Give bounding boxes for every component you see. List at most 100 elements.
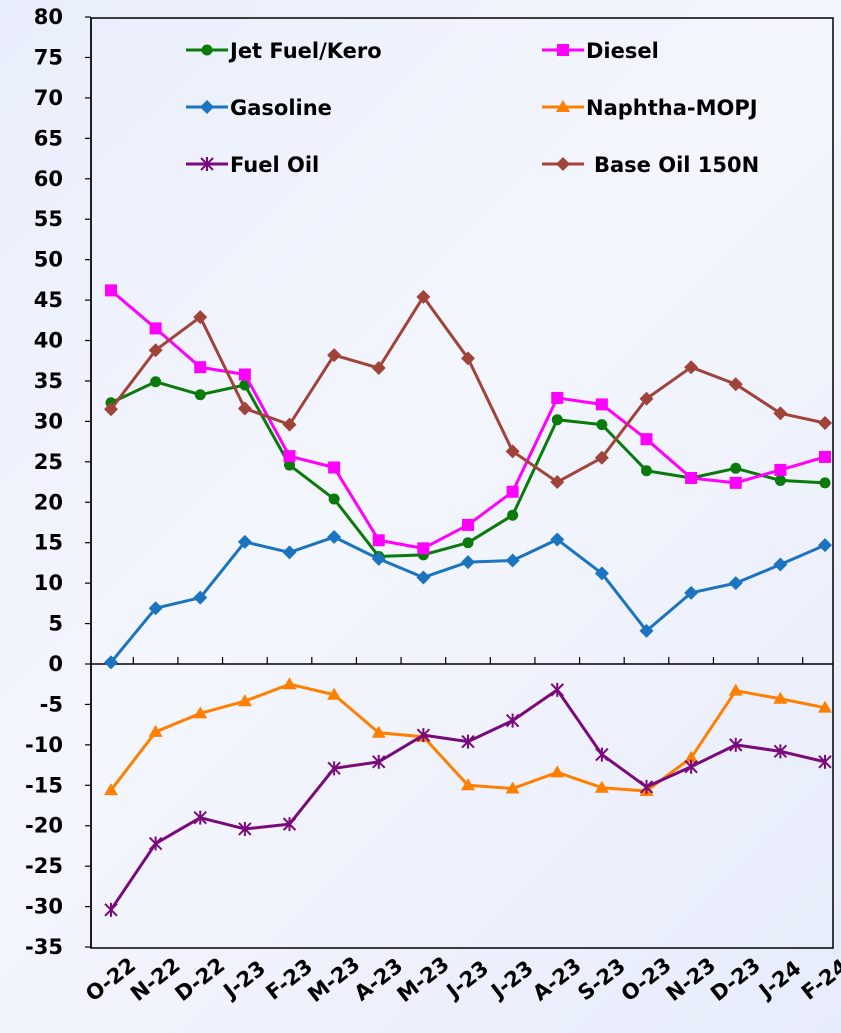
legend-label: Naphtha-MOPJ (586, 96, 758, 120)
legend-label: Base Oil 150N (594, 153, 759, 177)
data-point (194, 389, 206, 401)
data-point (237, 401, 252, 416)
x-tick-label: F-24 (797, 954, 841, 1005)
y-tick-label: 25 (34, 450, 63, 474)
data-point (461, 555, 475, 570)
data-point (594, 450, 609, 465)
data-point (105, 284, 117, 297)
data-point (684, 360, 699, 375)
data-point (104, 902, 118, 917)
y-tick-label: 45 (34, 288, 63, 312)
data-point (728, 576, 743, 591)
x-tick-label: N-22 (126, 953, 185, 1006)
data-point (773, 691, 788, 704)
data-point (104, 655, 118, 670)
x-tick-label: S-23 (573, 954, 630, 1006)
x-tick-label: D-22 (171, 953, 230, 1006)
y-tick-label: 5 (48, 612, 63, 636)
data-point (193, 706, 208, 719)
data-point (550, 532, 565, 547)
data-point (462, 537, 474, 549)
x-tick-label: O-22 (81, 953, 140, 1007)
data-point (237, 534, 252, 549)
legend: Jet Fuel/Kero Diesel Gasoline Naphtha-MOPJ F… (186, 39, 759, 177)
series-layer (104, 284, 832, 917)
data-point (505, 553, 520, 568)
x-tick-label: A-23 (350, 953, 407, 1005)
data-point (639, 623, 654, 638)
data-point (505, 444, 520, 459)
data-point (639, 779, 654, 794)
data-point (505, 713, 520, 728)
y-tick-label: 80 (34, 5, 63, 29)
y-tick-label: 0 (48, 652, 63, 676)
data-point (193, 310, 208, 325)
data-point (104, 783, 118, 796)
data-point (148, 343, 163, 358)
data-point (416, 728, 431, 743)
x-axis: O-22N-22D-22J-23F-23M-23A-23M-23J-23J-23… (81, 657, 841, 1007)
y-tick-label: -30 (25, 895, 63, 919)
y-tick-label: 30 (34, 409, 63, 433)
data-point (774, 474, 786, 486)
y-tick-label: 35 (34, 369, 63, 393)
data-point (372, 754, 386, 769)
data-point (371, 725, 386, 738)
data-point (461, 734, 475, 749)
data-point (556, 157, 570, 171)
data-point (148, 601, 163, 616)
data-point (327, 348, 342, 363)
y-tick-label: 55 (34, 207, 63, 231)
x-tick-label: D-23 (706, 953, 765, 1006)
data-point (461, 351, 475, 366)
data-point (685, 472, 698, 484)
data-point (728, 683, 743, 696)
data-point (327, 761, 341, 776)
y-tick-label: -5 (40, 692, 63, 716)
data-point (237, 694, 252, 707)
data-point (818, 700, 832, 713)
y-tick-label: -15 (25, 773, 63, 797)
data-point (282, 417, 297, 432)
x-tick-label: J-23 (441, 956, 493, 1004)
data-point (283, 450, 296, 463)
data-point (328, 461, 341, 474)
data-point (730, 462, 742, 474)
legend-label: Fuel Oil (230, 153, 319, 177)
data-point (641, 465, 652, 477)
data-point (819, 450, 831, 463)
data-point (773, 557, 788, 572)
data-point (639, 391, 654, 406)
data-point (550, 765, 565, 778)
data-point (556, 100, 570, 112)
data-point (148, 724, 163, 737)
data-point (595, 747, 609, 762)
data-point (728, 377, 743, 392)
legend-label: Diesel (586, 39, 659, 63)
series-fuel-oil (104, 682, 832, 917)
data-point (551, 414, 563, 426)
series-diesel (105, 284, 831, 555)
legend-item-diesel: Diesel (542, 39, 659, 63)
y-tick-label: -35 (25, 935, 63, 959)
data-point (505, 781, 520, 794)
data-point (557, 44, 569, 56)
data-point (729, 476, 742, 489)
legend-label: Jet Fuel/Kero (228, 39, 382, 63)
data-point (640, 433, 653, 446)
data-point (371, 361, 386, 376)
data-point (594, 566, 609, 581)
x-tick-label: J-23 (218, 956, 270, 1004)
legend-item-gasoline: Gasoline (186, 96, 332, 120)
data-point (596, 419, 608, 431)
data-point (551, 391, 564, 404)
data-point (201, 44, 213, 56)
data-point (238, 368, 251, 381)
data-point (150, 376, 162, 388)
x-tick-label: M-23 (392, 952, 453, 1007)
data-point (372, 534, 385, 547)
data-point (282, 545, 297, 560)
data-point (594, 780, 609, 793)
legend-item-base-oil-150n: Base Oil 150N (542, 153, 759, 177)
y-tick-label: 75 (34, 45, 63, 69)
